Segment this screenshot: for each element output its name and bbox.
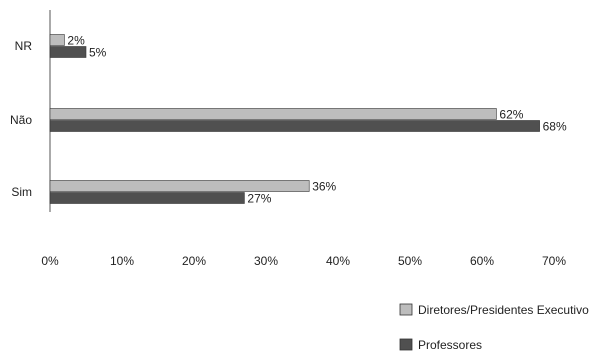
x-tick-label: 50% — [398, 254, 422, 268]
bar-diretores-1 — [49, 108, 497, 120]
data-label: 27% — [247, 192, 271, 206]
category-label: NR — [15, 39, 33, 53]
data-label: 2% — [67, 34, 85, 48]
category-label: Não — [10, 113, 32, 127]
x-tick-label: 20% — [182, 254, 206, 268]
x-tick-label: 40% — [326, 254, 350, 268]
bar-diretores-2 — [49, 180, 310, 192]
data-label: 36% — [312, 180, 336, 194]
x-tick-label: 10% — [110, 254, 134, 268]
bar-professores-2 — [49, 192, 245, 204]
x-tick-label: 70% — [542, 254, 566, 268]
x-tick-label: 30% — [254, 254, 278, 268]
legend-swatch — [399, 338, 413, 351]
data-label: 62% — [499, 108, 523, 122]
data-label: 5% — [89, 46, 107, 60]
data-label: 68% — [543, 120, 567, 134]
legend: Diretores/Presidentes Executivo Professor… — [399, 303, 589, 352]
category-label: Sim — [11, 185, 32, 199]
bar-professores-1 — [49, 120, 540, 132]
x-tick-label: 0% — [41, 254, 59, 268]
bar-professores-0 — [49, 46, 87, 58]
x-tick-label: 60% — [470, 254, 494, 268]
legend-swatch — [399, 303, 413, 316]
bar-diretores-0 — [49, 34, 65, 46]
legend-label: Diretores/Presidentes Executivo — [418, 303, 589, 317]
legend-label: Professores — [418, 338, 482, 352]
